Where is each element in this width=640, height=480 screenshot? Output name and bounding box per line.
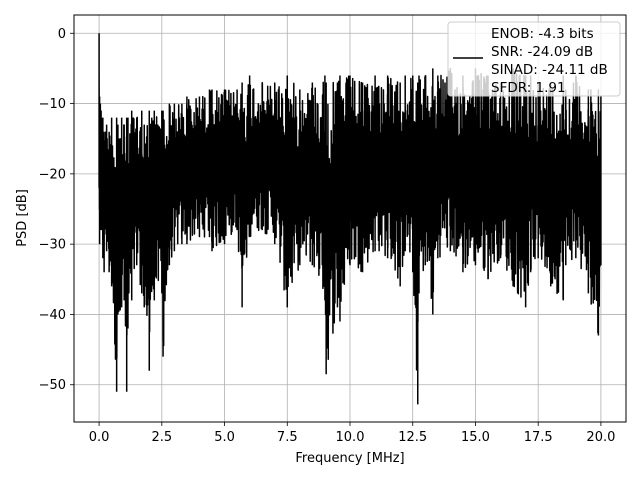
legend-entry-line: ENOB: -4.3 bits	[491, 26, 594, 42]
y-tick-label: 0	[58, 27, 66, 42]
legend: ENOB: -4.3 bits SNR: -24.09 dB SINAD: -24.…	[447, 21, 621, 97]
y-tick-label: −30	[39, 238, 66, 253]
legend-box	[447, 21, 621, 97]
x-tick-label: 17.5	[524, 430, 553, 445]
axis-ticks: 0.0 2.5 5.0 7.5 10.0 12.5 15.0 17.5 20.0 0 −10 −20 −…	[39, 27, 616, 445]
legend-entry-line: SNR: -24.09 dB	[491, 44, 593, 60]
x-axis-label: Frequency [MHz]	[295, 451, 404, 466]
x-tick-label: 20.0	[586, 430, 615, 445]
x-tick-label: 12.5	[398, 430, 427, 445]
x-tick-label: 15.0	[461, 430, 490, 445]
legend-entry-line: SFDR: 1.91	[491, 80, 566, 96]
y-tick-label: −40	[39, 308, 66, 323]
y-tick-label: −50	[39, 378, 66, 393]
x-tick-label: 7.5	[277, 430, 298, 445]
x-tick-label: 5.0	[214, 430, 235, 445]
y-axis-label: PSD [dB]	[15, 189, 30, 247]
psd-series-line	[98, 33, 602, 405]
series-layer	[98, 33, 602, 405]
x-tick-label: 10.0	[336, 430, 365, 445]
y-tick-label: −10	[39, 97, 66, 112]
x-tick-label: 2.5	[151, 430, 172, 445]
x-tick-label: 0.0	[89, 430, 110, 445]
legend-entry-line: SINAD: -24.11 dB	[491, 62, 608, 78]
y-tick-label: −20	[39, 167, 66, 182]
